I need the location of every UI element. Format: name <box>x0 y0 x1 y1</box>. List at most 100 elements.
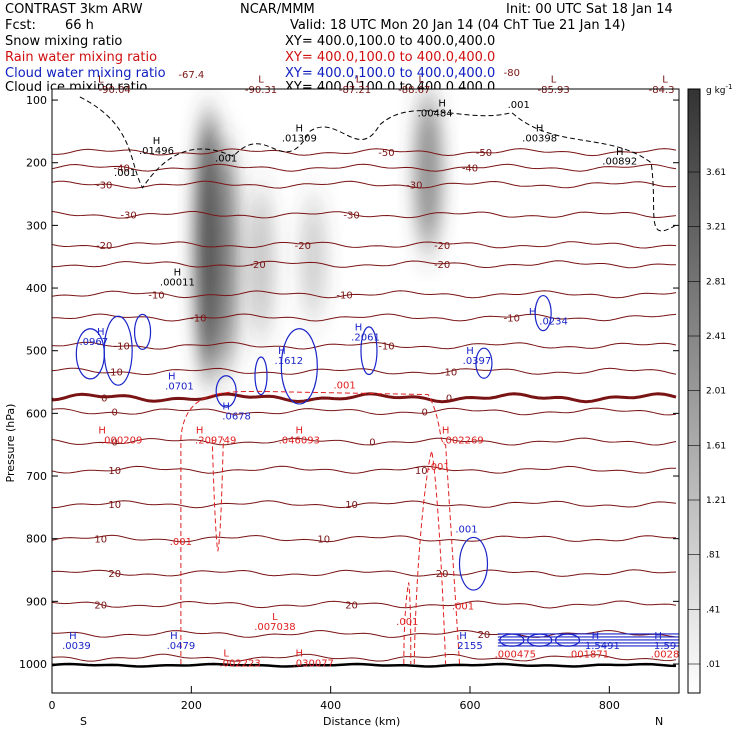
contour-annotation: H <box>616 147 624 158</box>
isotherm-label: 10 <box>345 500 358 511</box>
isotherm-label: 10 <box>94 535 107 546</box>
contour-annotation: L <box>356 75 362 86</box>
colorbar-label: 2.81 <box>706 277 726 287</box>
contour-annotation: H <box>296 425 304 436</box>
contour-annotation: .1612 <box>275 356 304 367</box>
contour-annotation: 1.59 <box>654 641 676 652</box>
y-tick-label: 400 <box>26 282 47 295</box>
contour-annotation: .0678 <box>222 412 251 423</box>
field-xy-cloud-water: XY= 400.0,100.0 to 400.0,400.0 <box>285 66 496 81</box>
colorbar-label: .01 <box>706 660 720 670</box>
contour-annotation: H <box>174 268 182 279</box>
contour-annotation: L <box>223 648 229 659</box>
cloud-water-contour <box>280 328 318 405</box>
isotherm-label: -20 <box>249 260 265 271</box>
contour-annotation: .2061 <box>351 333 380 344</box>
forecast-label: Fcst: <box>5 18 36 33</box>
y-tick-label: 700 <box>26 470 47 483</box>
contour-annotation: .01496 <box>139 146 174 157</box>
cloud-water-contour <box>527 633 553 647</box>
x-tick-label: 0 <box>49 699 56 712</box>
snow-column <box>247 187 275 339</box>
isotherm-label: -10 <box>148 290 164 301</box>
isotherm-line <box>52 653 677 662</box>
contour-annotation: .001 <box>215 153 237 164</box>
contour-annotation: .002223 <box>219 659 260 670</box>
isotherm-label: -10 <box>113 342 129 353</box>
isotherm-label: -20 <box>434 241 450 252</box>
field-xy-rain: XY= 400.0,100.0 to 400.0,400.0 <box>285 50 496 65</box>
colorbar-label: 3.61 <box>706 168 726 178</box>
contour-annotation: .001 <box>428 462 450 473</box>
isotherm-line <box>52 569 677 577</box>
cloud-water-contour <box>554 633 581 647</box>
isotherm-line <box>52 290 677 299</box>
cloud-water-contour <box>360 326 378 376</box>
contour-annotation: H <box>170 631 178 642</box>
contour-annotation: H <box>442 425 450 436</box>
freezing-level-line <box>52 392 677 404</box>
isotherm-line <box>52 600 677 609</box>
isotherm-line <box>52 241 677 249</box>
isotherm-line <box>52 465 676 474</box>
contour-annotation: .0234 <box>539 316 568 327</box>
x-tick-label: 800 <box>599 699 620 712</box>
contour-annotation: .0701 <box>165 382 194 393</box>
valid-time: Valid: 18 UTC Mon 20 Jan 14 (04 ChT Tue … <box>290 18 626 33</box>
contour-annotation: H <box>466 346 474 357</box>
contour-annotation: L <box>418 75 424 86</box>
isotherm-line <box>52 367 677 376</box>
isotherm-label: -50 <box>378 148 394 159</box>
isotherm-label: -40 <box>462 164 478 175</box>
colorbar-label: 1.21 <box>706 496 726 506</box>
plot-background <box>52 89 679 693</box>
isotherm-line <box>52 180 677 189</box>
isotherm-label: -20 <box>434 260 450 271</box>
isotherm-line <box>52 629 677 638</box>
cloud-water-contour <box>534 294 552 332</box>
contour-annotation: .0479 <box>167 641 196 652</box>
center-label: NCAR/MMM <box>240 2 315 17</box>
contour-annotation: .046093 <box>279 435 320 446</box>
isotherm-label: -30 <box>406 181 422 192</box>
isotherm-label: -10 <box>378 342 394 353</box>
field-name-snow: Snow mixing ratio <box>5 34 123 49</box>
contour-annotation: .007038 <box>254 622 295 633</box>
south-label: S <box>80 715 87 728</box>
contour-annotation: .001 <box>508 100 530 111</box>
isotherm-label: -30 <box>120 211 136 222</box>
isotherm-line <box>52 500 677 509</box>
cloud-water-contour <box>499 633 525 647</box>
isotherm-line <box>52 437 677 446</box>
cloud-ice-contours <box>79 96 676 232</box>
y-tick-label: 200 <box>26 157 47 170</box>
contour-annotation: .00398 <box>522 133 557 144</box>
contour-annotation: H <box>222 402 230 413</box>
colorbar-label: .41 <box>706 605 720 615</box>
isotherm-label: 20 <box>94 600 107 611</box>
x-tick-label: 400 <box>320 699 341 712</box>
rain-contour <box>180 390 461 665</box>
contour-annotation: L <box>551 75 557 86</box>
y-tick-label: 600 <box>26 407 47 420</box>
rain-contour <box>403 582 412 665</box>
contour-annotation: .030077 <box>293 659 334 670</box>
isotherm-label: 10 <box>317 535 330 546</box>
isotherm-label: -40 <box>113 164 129 175</box>
contour-annotation: -80 <box>504 68 520 79</box>
contour-annotation: -88.67 <box>398 85 430 96</box>
contour-annotation: .0397 <box>463 356 492 367</box>
contour-annotation: H <box>296 648 304 659</box>
contour-annotation: .209749 <box>195 435 236 446</box>
isotherm-line <box>52 163 677 172</box>
cloud-water-contours <box>75 294 679 647</box>
y-axis-title: Pressure (hPa) <box>4 404 17 483</box>
isotherm-line <box>52 210 677 219</box>
isotherm-label: -10 <box>336 290 352 301</box>
contour-annotation: .01309 <box>282 133 317 144</box>
contour-annotation: H <box>97 327 105 338</box>
contour-annotation: .001 <box>333 380 355 391</box>
colorbar-label: 2.01 <box>706 387 726 397</box>
field-name-rain: Rain water mixing ratio <box>5 50 158 65</box>
y-tick-label: 900 <box>26 595 47 608</box>
